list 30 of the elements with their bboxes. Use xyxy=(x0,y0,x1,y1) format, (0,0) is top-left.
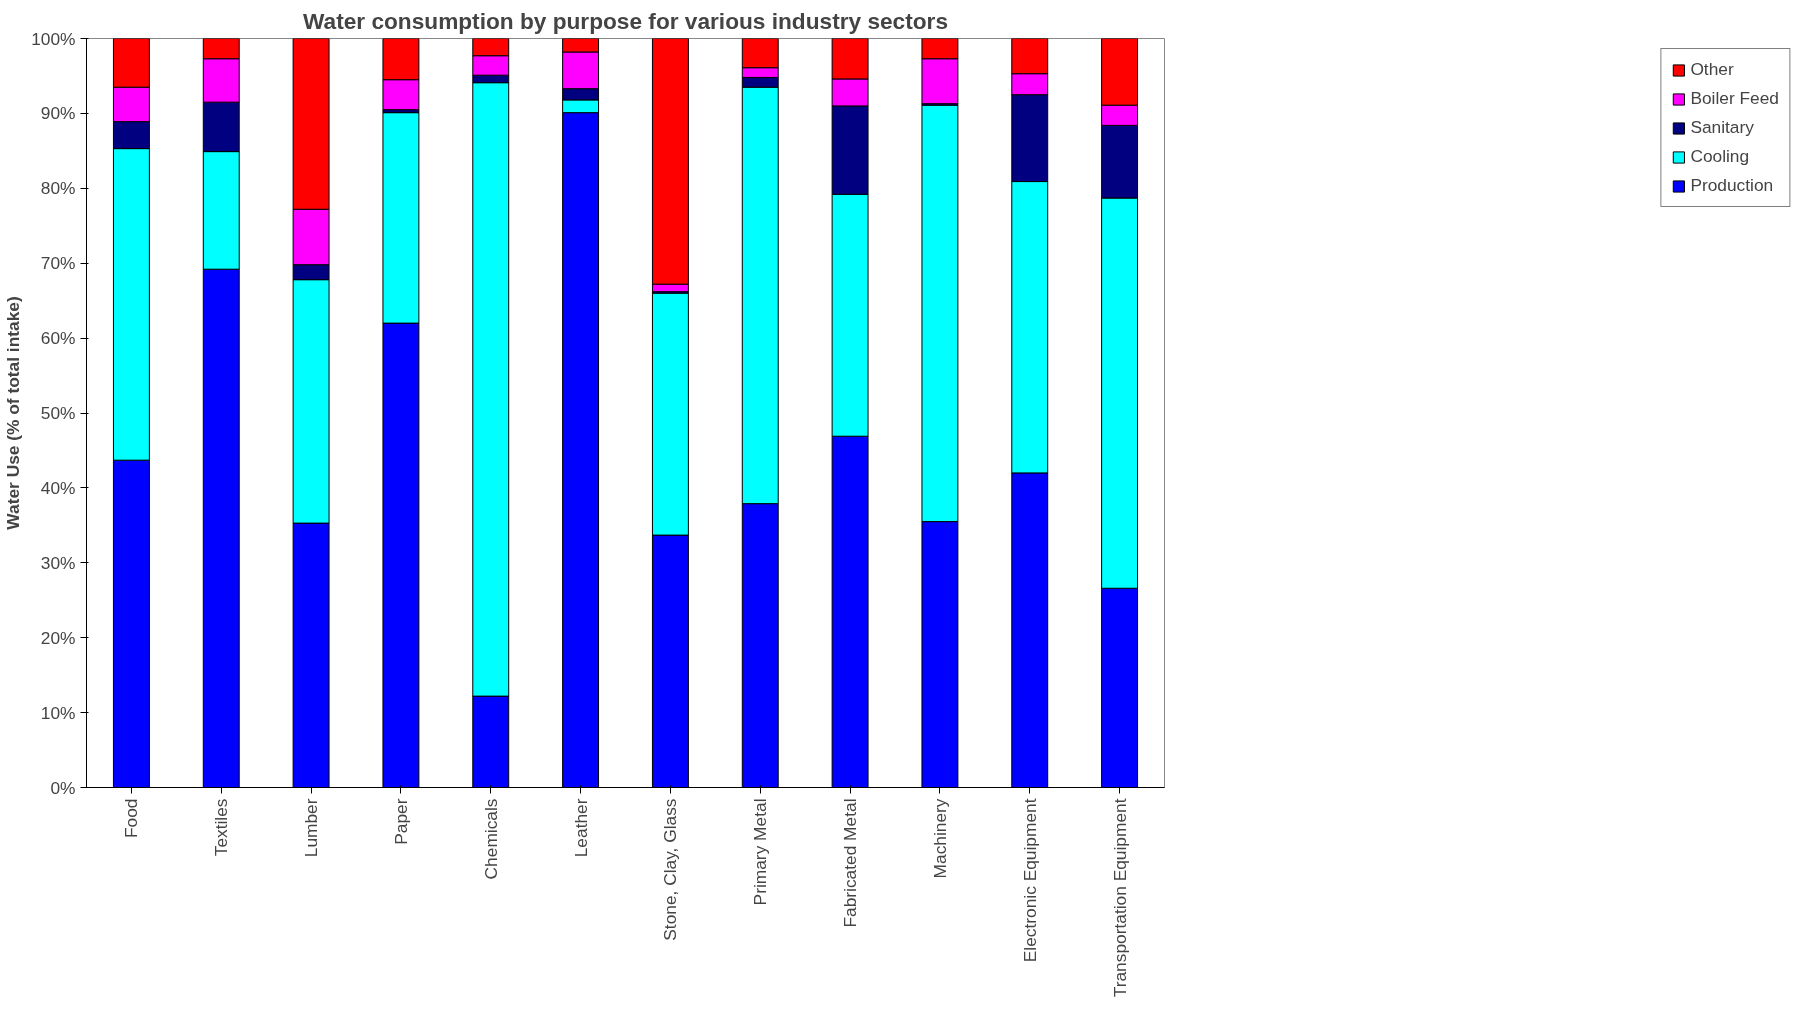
legend-label: Production xyxy=(1690,175,1774,196)
x-tick-label: Machinery xyxy=(929,798,950,879)
y-tick-label: 10% xyxy=(40,702,76,723)
x-tick-label: Chemicals xyxy=(480,798,501,880)
y-axis-title: Water Use (% of total intake) xyxy=(3,296,24,530)
y-tick-label: 20% xyxy=(40,627,76,648)
legend-label: Sanitary xyxy=(1690,117,1754,138)
x-tick-label: Primary Metal xyxy=(750,798,771,906)
y-tick-label: 60% xyxy=(40,328,76,349)
legend-label: Cooling xyxy=(1690,146,1750,167)
x-tick-label: Textiles xyxy=(211,798,232,857)
x-tick-label: Lumber xyxy=(301,798,322,858)
y-tick-label: 30% xyxy=(40,552,76,573)
legend-label: Other xyxy=(1690,59,1734,80)
x-tick-label: Stone, Clay, Glass xyxy=(660,798,681,941)
x-tick-label: Transportation Equipment xyxy=(1109,798,1130,998)
x-tick-label: Leather xyxy=(570,798,591,858)
x-tick-label: Fabricated Metal xyxy=(840,798,861,928)
y-tick-label: 40% xyxy=(40,477,76,498)
y-tick-label: 100% xyxy=(31,28,76,49)
y-tick-label: 50% xyxy=(40,403,76,423)
y-tick-label: 80% xyxy=(40,178,76,199)
x-tick-label: Paper xyxy=(390,798,411,845)
x-tick-label: Electronic Equipment xyxy=(1019,798,1040,963)
chart-title: Water consumption by purpose for various industry sectors xyxy=(303,7,948,34)
y-tick-label: 0% xyxy=(50,777,76,798)
x-tick-label: Food xyxy=(121,798,142,838)
y-tick-label: 90% xyxy=(40,103,76,124)
y-tick-label: 70% xyxy=(40,253,76,274)
legend-label: Boiler Feed xyxy=(1690,88,1779,109)
